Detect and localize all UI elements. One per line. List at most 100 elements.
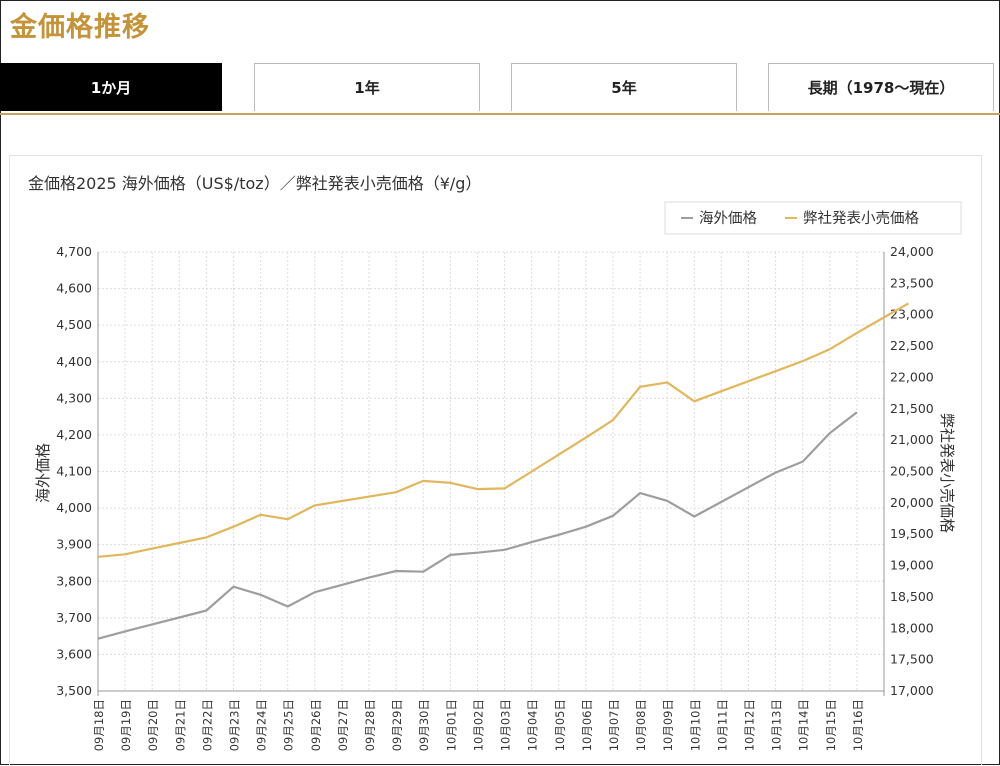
- data-point-retail[interactable]: [339, 498, 345, 504]
- data-point-overseas[interactable]: [529, 539, 535, 545]
- y-left-tick-label: 4,700: [56, 244, 92, 259]
- data-point-overseas[interactable]: [691, 513, 697, 519]
- y-right-tick-label: 22,500: [890, 338, 934, 353]
- chart-title: 金価格2025 海外価格（US$/toz）／弊社発表小売価格（¥/g）: [28, 174, 481, 193]
- y-right-tick-label: 19,000: [890, 558, 934, 573]
- data-point-overseas[interactable]: [149, 621, 155, 627]
- data-point-retail[interactable]: [664, 379, 670, 385]
- data-point-overseas[interactable]: [312, 589, 318, 595]
- data-point-overseas[interactable]: [583, 524, 589, 530]
- data-point-retail[interactable]: [773, 368, 779, 374]
- x-tick-label: 09月27日: [336, 699, 350, 751]
- data-point-overseas[interactable]: [610, 513, 616, 519]
- data-point-retail[interactable]: [637, 384, 643, 390]
- data-point-overseas[interactable]: [800, 459, 806, 465]
- data-point-overseas[interactable]: [393, 568, 399, 574]
- data-point-overseas[interactable]: [176, 614, 182, 620]
- data-point-overseas[interactable]: [827, 430, 833, 436]
- data-point-overseas[interactable]: [285, 603, 291, 609]
- x-tick-label: 10月16日: [851, 699, 865, 751]
- data-point-overseas[interactable]: [502, 547, 508, 553]
- data-point-overseas[interactable]: [854, 409, 860, 415]
- y-axis-left-label: 海外価格: [34, 443, 52, 503]
- page-title: 金価格推移: [10, 12, 150, 43]
- data-point-retail[interactable]: [285, 516, 291, 522]
- chart-panel: 金価格2025 海外価格（US$/toz）／弊社発表小売価格（¥/g） 海外価格…: [9, 155, 982, 765]
- x-tick-label: 10月03日: [499, 699, 513, 751]
- tab-long-term[interactable]: 長期（1978〜現在）: [768, 63, 994, 111]
- x-tick-label: 09月30日: [417, 699, 431, 751]
- x-tick-label: 09月22日: [200, 699, 214, 751]
- data-point-overseas[interactable]: [258, 592, 264, 598]
- data-point-overseas[interactable]: [231, 584, 237, 590]
- data-point-overseas[interactable]: [95, 636, 101, 642]
- x-tick-label: 10月14日: [797, 699, 811, 751]
- x-tick-label: 10月08日: [634, 699, 648, 751]
- x-tick-label: 10月10日: [688, 699, 702, 751]
- data-point-retail[interactable]: [827, 346, 833, 352]
- tab-5-years[interactable]: 5年: [511, 63, 737, 111]
- y-right-tick-label: 17,500: [890, 652, 934, 667]
- x-tick-label: 09月26日: [309, 699, 323, 751]
- x-tick-label: 10月11日: [715, 699, 729, 751]
- x-tick-label: 10月07日: [607, 699, 621, 751]
- data-point-retail[interactable]: [258, 512, 264, 518]
- data-point-retail[interactable]: [474, 486, 480, 492]
- y-left-tick-label: 4,000: [56, 500, 92, 515]
- data-point-overseas[interactable]: [203, 608, 209, 614]
- y-axis-right-label: 弊社発表小売価格: [938, 413, 956, 533]
- data-point-overseas[interactable]: [122, 628, 128, 634]
- data-point-overseas[interactable]: [339, 582, 345, 588]
- data-point-retail[interactable]: [366, 494, 372, 500]
- data-point-retail[interactable]: [718, 388, 724, 394]
- y-right-tick-label: 17,000: [890, 683, 934, 698]
- data-point-retail[interactable]: [312, 502, 318, 508]
- y-right-tick-label: 18,000: [890, 620, 934, 635]
- x-tick-label: 10月12日: [742, 699, 756, 751]
- data-point-overseas[interactable]: [745, 484, 751, 490]
- data-point-overseas[interactable]: [664, 498, 670, 504]
- data-point-overseas[interactable]: [420, 569, 426, 575]
- y-right-tick-label: 24,000: [890, 244, 934, 259]
- data-point-retail[interactable]: [610, 417, 616, 423]
- data-point-retail[interactable]: [149, 546, 155, 552]
- y-right-tick-label: 23,000: [890, 307, 934, 322]
- series-line-retail: [97, 302, 909, 558]
- data-point-retail[interactable]: [529, 469, 535, 475]
- data-point-retail[interactable]: [447, 480, 453, 486]
- data-point-retail[interactable]: [745, 378, 751, 384]
- tab-1-year[interactable]: 1年: [254, 63, 480, 111]
- data-point-retail[interactable]: [420, 478, 426, 484]
- data-point-retail[interactable]: [854, 330, 860, 336]
- data-point-retail[interactable]: [176, 540, 182, 546]
- x-tick-label: 10月06日: [580, 699, 594, 751]
- data-point-retail[interactable]: [583, 435, 589, 441]
- data-point-overseas[interactable]: [556, 532, 562, 538]
- y-left-tick-label: 4,200: [56, 427, 92, 442]
- data-point-retail[interactable]: [122, 551, 128, 557]
- x-tick-label: 09月23日: [228, 699, 242, 751]
- data-point-retail[interactable]: [691, 398, 697, 404]
- data-point-retail[interactable]: [231, 524, 237, 530]
- data-point-retail[interactable]: [95, 554, 101, 560]
- data-point-overseas[interactable]: [474, 550, 480, 556]
- legend-label-overseas[interactable]: 海外価格: [699, 210, 757, 227]
- data-point-retail[interactable]: [556, 452, 562, 458]
- data-point-retail[interactable]: [393, 489, 399, 495]
- y-left-tick-label: 3,600: [56, 646, 92, 661]
- y-left-tick-label: 4,600: [56, 281, 92, 296]
- data-point-overseas[interactable]: [447, 552, 453, 558]
- data-point-retail[interactable]: [203, 534, 209, 540]
- tab-1-month[interactable]: 1か月: [0, 63, 222, 111]
- x-tick-label: 10月04日: [526, 699, 540, 751]
- x-tick-label: 09月19日: [119, 699, 133, 751]
- y-right-tick-label: 20,500: [890, 464, 934, 479]
- data-point-overseas[interactable]: [718, 499, 724, 505]
- data-point-overseas[interactable]: [637, 490, 643, 496]
- data-point-overseas[interactable]: [773, 470, 779, 476]
- data-point-overseas[interactable]: [366, 575, 372, 581]
- data-point-retail[interactable]: [800, 358, 806, 364]
- data-point-retail[interactable]: [502, 485, 508, 491]
- y-left-tick-label: 3,700: [56, 610, 92, 625]
- legend-label-retail[interactable]: 弊社発表小売価格: [803, 210, 919, 227]
